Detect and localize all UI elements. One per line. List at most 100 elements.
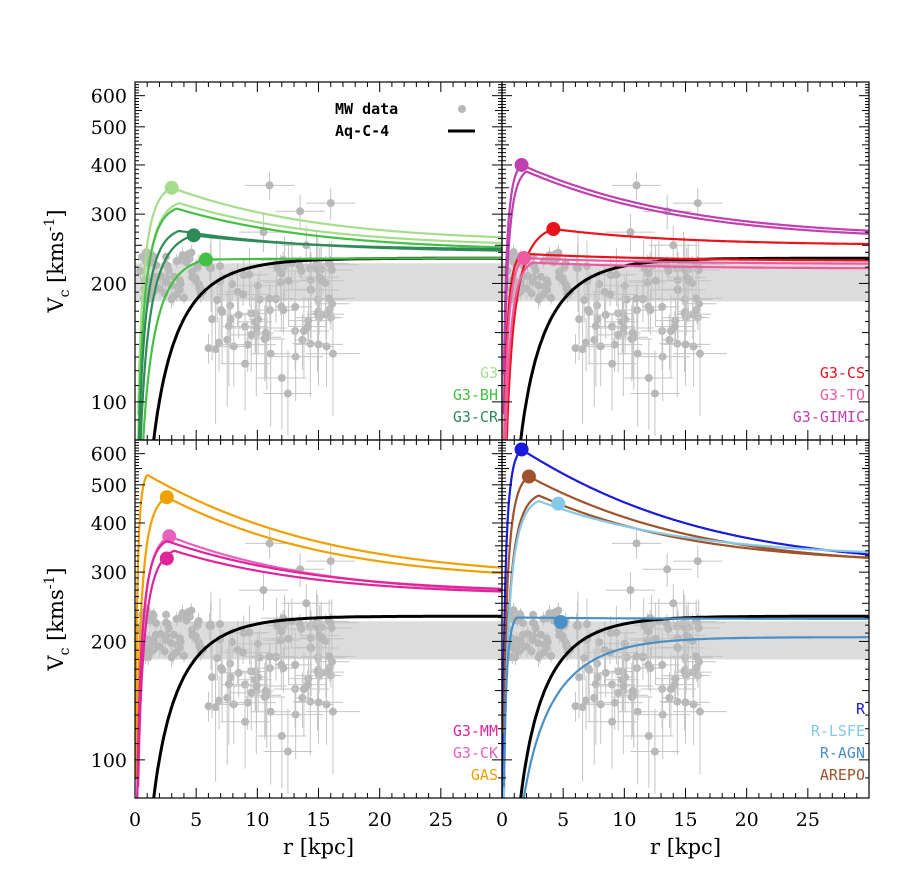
mw-point (169, 630, 178, 639)
mw-point (680, 309, 689, 318)
x-tick-label: 15 (673, 809, 697, 831)
mw-point (298, 693, 307, 702)
mw-point (638, 295, 647, 304)
mw-point (284, 634, 293, 643)
y-tick-label: 200 (91, 631, 127, 653)
mw-point (527, 289, 536, 298)
curve-g3-bh (137, 207, 502, 440)
mw-point (234, 310, 243, 319)
mw-point (693, 199, 702, 208)
mw-point (591, 680, 600, 689)
mw-point (580, 296, 589, 305)
mw-point (522, 284, 531, 293)
legend-label: G3 (480, 364, 498, 382)
mw-point (317, 634, 326, 643)
mw-point (291, 352, 300, 361)
y-axis-label: Vc [kms-1] (42, 567, 73, 671)
mw-point (632, 181, 641, 190)
mw-point (216, 262, 225, 271)
mw-point (326, 557, 335, 566)
x-tick-label: 5 (190, 809, 202, 831)
y-axis-label: Vc [kms-1] (42, 209, 73, 313)
mw-point (689, 342, 698, 351)
mw-point (651, 634, 660, 643)
mw-point (216, 620, 225, 629)
mw-point (213, 654, 222, 663)
mw-point (184, 250, 193, 259)
mw-point (306, 633, 315, 642)
mw-point (689, 700, 698, 709)
mw-point (265, 539, 274, 548)
mw-point (273, 263, 282, 272)
mw-point (295, 620, 304, 629)
mw-point (266, 707, 275, 716)
mw-point (218, 665, 227, 674)
peak-marker-g3-mm (159, 551, 174, 566)
mw-point (593, 301, 602, 310)
mw-point (322, 700, 331, 709)
mw-point (539, 290, 548, 299)
mw-point (277, 269, 286, 278)
mw-point (593, 659, 602, 668)
mw-point (536, 630, 545, 639)
mw-point (276, 636, 285, 645)
peak-marker-r-lsfe (551, 496, 566, 511)
mw-point (255, 653, 264, 662)
mw-point (669, 599, 678, 608)
mw-point (204, 702, 213, 711)
mw-point (595, 638, 604, 647)
mw-point (680, 667, 689, 676)
mw-point (239, 648, 248, 657)
mw-point (167, 653, 176, 662)
peak-marker-r (514, 442, 529, 457)
mw-point (596, 342, 605, 351)
mw-point (224, 322, 233, 331)
mw-point (277, 302, 286, 311)
mw-point (693, 557, 702, 566)
mw-point (558, 274, 567, 283)
mw-point (239, 290, 248, 299)
mw-point (665, 693, 674, 702)
mw-point (528, 635, 537, 644)
mw-point (658, 660, 667, 669)
x-tick-label: 0 (129, 809, 141, 831)
mw-point (172, 648, 181, 657)
mw-point (663, 565, 672, 574)
mw-point (265, 181, 274, 190)
peak-marker-g3-ck (162, 529, 177, 544)
mw-point (313, 309, 322, 318)
mw-point (271, 295, 280, 304)
plot-area (502, 442, 869, 798)
mw-point (669, 241, 678, 250)
y-tick-label: 300 (91, 204, 127, 226)
mw-point (283, 747, 292, 756)
mw-point (692, 294, 701, 303)
mw-point (666, 327, 675, 336)
mw-point (224, 680, 233, 689)
mw-point (276, 278, 285, 287)
mw-point (644, 627, 653, 636)
mw-point (193, 619, 202, 628)
mw-point (234, 668, 243, 677)
mw-point (638, 653, 647, 662)
mw-point (528, 618, 537, 627)
mw-point (673, 275, 682, 284)
legend-label: G3-CR (453, 408, 499, 426)
mw-point (299, 327, 308, 336)
mw-point (213, 296, 222, 305)
mw-point (695, 707, 704, 716)
mw-point (259, 228, 268, 237)
peak-marker-g3-gimic (514, 157, 529, 172)
x-axis-label: r [kpc] (283, 835, 354, 859)
mw-point (658, 302, 667, 311)
mw-point (583, 262, 592, 271)
mw-point (575, 673, 584, 682)
mw-point (328, 707, 337, 716)
mw-point (291, 302, 300, 311)
mw-point (695, 349, 704, 358)
mw-point (578, 703, 587, 712)
mw-point (622, 295, 631, 304)
mw-point (161, 277, 170, 286)
y-tick-label: 500 (91, 117, 127, 139)
mw-point (260, 334, 269, 343)
